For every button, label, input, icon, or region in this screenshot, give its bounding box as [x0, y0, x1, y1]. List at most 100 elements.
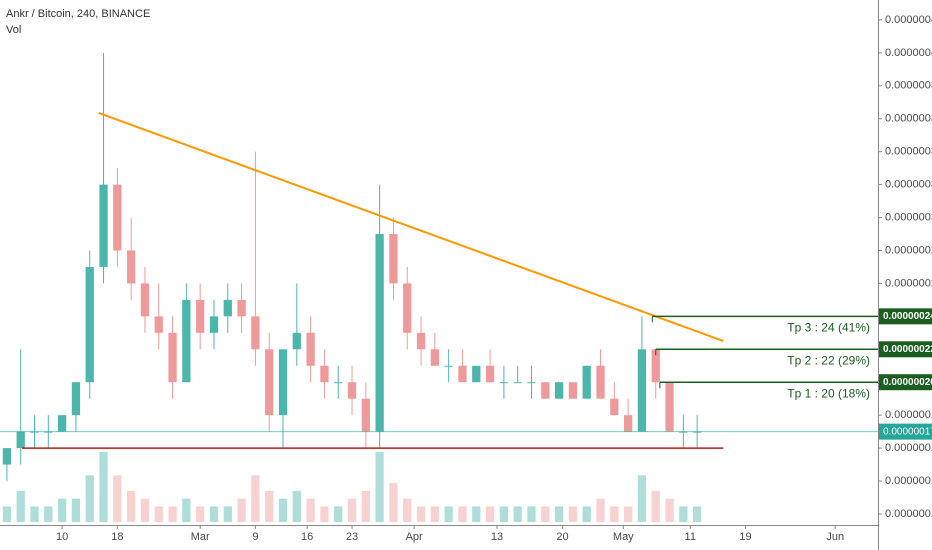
candle-body — [541, 382, 550, 399]
candle-body — [196, 299, 205, 333]
candle-body — [416, 332, 426, 350]
candle-body — [554, 382, 564, 399]
y-tick-label: 0.00000036 — [885, 113, 932, 125]
x-tick-label: 20 — [556, 531, 568, 543]
y-tick-label: 0.00000016 — [885, 442, 932, 454]
volume-bar — [57, 498, 67, 522]
volume-bar — [168, 506, 177, 522]
last-price-box — [879, 423, 932, 440]
volume-bar — [113, 475, 122, 522]
volume-bar — [623, 506, 633, 522]
candle-body — [292, 332, 301, 350]
volume-bar — [499, 506, 509, 522]
volume-bar — [541, 506, 550, 522]
volume-bar — [16, 490, 25, 522]
target-label: Tp 2 : 22 (29%) — [787, 353, 870, 367]
candle-body — [610, 398, 619, 416]
candle-body — [209, 316, 219, 333]
target-price-box — [879, 341, 932, 358]
volume-bar — [485, 506, 495, 522]
x-tick-label: Jun — [826, 531, 844, 543]
y-tick-label: 0.00000038 — [885, 80, 932, 92]
x-tick-label: 18 — [111, 531, 123, 543]
volume-bar — [154, 506, 163, 522]
y-tick-label: 0.00000026 — [885, 277, 932, 289]
volume-bar — [334, 506, 343, 522]
volume-bar — [251, 475, 260, 522]
volume-label: Vol — [6, 24, 21, 36]
candle-body — [568, 382, 578, 399]
candle-body — [16, 431, 25, 449]
volume-bar — [416, 506, 426, 522]
volume-bar — [99, 452, 108, 522]
candle-body — [265, 349, 274, 416]
volume-bar — [292, 490, 301, 522]
y-tick-label: 0.00000014 — [885, 475, 932, 487]
volume-bar — [375, 452, 384, 522]
volume-bar — [651, 490, 660, 522]
volume-bar — [237, 498, 246, 522]
volume-bar — [196, 506, 205, 522]
volume-bar — [182, 498, 191, 522]
y-tick-label: 0.00000040 — [885, 47, 932, 59]
target-price-label: 0.00000020 — [883, 377, 932, 388]
target-price-label: 0.00000024 — [883, 311, 932, 322]
volume-bar — [637, 475, 647, 522]
candle-body — [113, 184, 122, 251]
volume-bar — [554, 506, 564, 522]
candle-body — [347, 382, 357, 399]
x-tick-label: 19 — [739, 531, 751, 543]
candle-body — [582, 365, 591, 399]
candle-body — [651, 349, 660, 383]
x-tick-label: 13 — [491, 531, 503, 543]
volume-bar — [679, 506, 688, 522]
candle-body — [472, 365, 481, 383]
last-price-label: 0.00000017 — [883, 426, 932, 437]
volume-bar — [30, 506, 39, 522]
volume-bar — [71, 498, 81, 522]
volume-bar — [140, 498, 150, 522]
y-tick-label: 0.00000034 — [885, 146, 932, 158]
y-tick-label: 0.00000028 — [885, 244, 932, 256]
volume-bar — [209, 506, 219, 522]
candle-body — [127, 250, 136, 284]
candle-body — [596, 365, 605, 399]
x-tick-label: 9 — [252, 531, 258, 543]
y-tick-label: 0.00000030 — [885, 211, 932, 223]
target-price-box — [879, 308, 932, 325]
x-tick-label: Apr — [406, 531, 423, 543]
y-tick-label: 0.00000012 — [885, 508, 932, 520]
candle-body — [140, 283, 150, 317]
candle-body — [458, 365, 467, 383]
volume-bar — [693, 506, 702, 522]
candle-body — [513, 382, 522, 384]
volume-bar — [306, 498, 315, 522]
candle-body — [223, 299, 232, 317]
candle-body — [485, 365, 495, 383]
candle-body — [361, 398, 370, 432]
volume-bar — [320, 506, 329, 522]
volume-bar — [85, 475, 94, 522]
volume-bar — [610, 506, 619, 522]
candle-body — [168, 332, 177, 383]
candle-body — [320, 365, 329, 383]
candle-body — [99, 184, 108, 267]
candle-body — [71, 382, 81, 416]
x-tick-label: 11 — [685, 531, 696, 543]
candle-body — [375, 234, 384, 432]
x-tick-label: 16 — [301, 531, 313, 543]
volume-bar — [347, 498, 357, 522]
candle-body — [527, 382, 536, 384]
volume-bar — [403, 498, 412, 522]
candle-body — [637, 349, 647, 432]
candle-body — [154, 316, 163, 333]
target-price-box — [879, 374, 932, 391]
volume-bar — [458, 506, 467, 522]
volume-bar — [596, 498, 605, 522]
target-label: Tp 3 : 24 (41%) — [787, 321, 870, 335]
volume-bar — [44, 506, 53, 522]
volume-bar — [582, 506, 591, 522]
volume-bar — [665, 498, 674, 522]
candle-body — [665, 382, 674, 432]
volume-bar — [361, 490, 370, 522]
